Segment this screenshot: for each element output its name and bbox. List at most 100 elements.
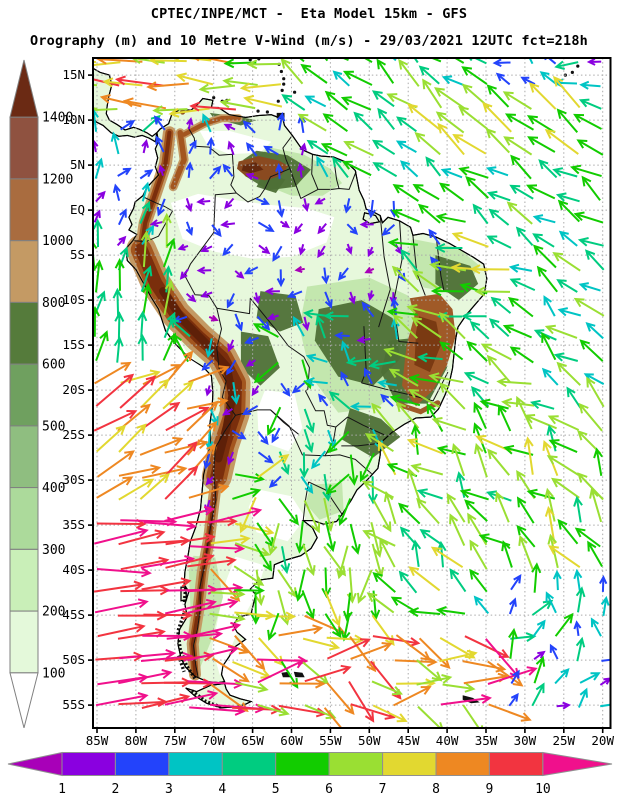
wind-arrow xyxy=(576,139,604,156)
wind-arrow xyxy=(177,243,189,251)
wind-arrow xyxy=(118,669,173,685)
wind-arrow xyxy=(474,286,511,297)
elevation-colorbar: 1400 1200 1000 800 600 500 400 300 200 100 xyxy=(9,59,73,729)
wind-arrow xyxy=(114,258,125,291)
wind-arrow xyxy=(155,135,165,153)
wind-arrow xyxy=(315,314,326,339)
wind-arrow xyxy=(508,627,518,659)
wind-arrow xyxy=(508,263,533,273)
wind-arrow xyxy=(368,359,396,370)
wind-arrow xyxy=(332,156,349,179)
lon-label: 70W xyxy=(202,733,225,748)
wind-arrow xyxy=(118,423,147,453)
elevation-colorbar-segment xyxy=(9,116,39,180)
landmass xyxy=(185,682,253,709)
wind-arrow xyxy=(93,61,121,67)
wind-arrow xyxy=(300,475,314,495)
wind-arrow xyxy=(451,443,466,477)
wind-arrow xyxy=(161,212,172,248)
wind-arrow xyxy=(280,382,291,397)
wind-arrow xyxy=(434,243,463,253)
wind-arrow xyxy=(140,401,181,431)
wind-arrow xyxy=(348,291,356,305)
wind-arrow xyxy=(118,464,162,477)
wind-arrow xyxy=(531,599,554,616)
wind-arrow xyxy=(95,190,106,203)
wind-arrow xyxy=(251,385,260,397)
wind-arrow xyxy=(577,237,604,247)
wind-arrow xyxy=(139,472,171,500)
wind-arrow xyxy=(469,320,490,340)
wind-arrow xyxy=(554,60,579,70)
wind-arrow xyxy=(345,243,353,255)
wind-arrow xyxy=(188,483,230,499)
wind-arrow xyxy=(243,94,283,108)
wind-arrow xyxy=(93,218,103,248)
wind-arrow xyxy=(305,353,328,363)
wind-arrow xyxy=(462,660,507,673)
wind-arrow xyxy=(422,78,443,109)
wind-arrow xyxy=(152,105,188,116)
elevation-arrow-up xyxy=(9,59,39,118)
wind-arrow xyxy=(304,704,337,720)
wind-arrow xyxy=(94,527,149,545)
wind-arrow xyxy=(234,522,275,536)
wind-arrow xyxy=(120,119,136,131)
wind-arrow xyxy=(501,540,513,568)
wind-arrow xyxy=(578,98,602,110)
wind-arrow xyxy=(458,105,489,130)
axis-labels: 15N 10N 5N EQ 5S 10S 15S 20S 25S 30S 35S 40S 45S 50S 5… xyxy=(62,67,614,748)
wind-arrow xyxy=(186,420,218,456)
wind-arrow xyxy=(208,507,263,524)
wind-arrow xyxy=(541,331,557,361)
wind-arrow xyxy=(141,465,188,479)
wind-arrow xyxy=(488,703,532,722)
lat-label: EQ xyxy=(70,202,85,217)
wind-arrow xyxy=(245,172,259,181)
wind-arrow xyxy=(480,343,512,361)
wind-arrow xyxy=(579,80,601,90)
wind-arrow xyxy=(304,664,352,683)
lon-label: 65W xyxy=(241,733,264,748)
wind-arrow xyxy=(94,598,149,614)
wind-arrow xyxy=(211,224,222,238)
wind-arrow xyxy=(325,473,350,495)
island xyxy=(293,671,305,678)
wind-arrow xyxy=(168,317,191,338)
lat-label: 5N xyxy=(70,157,85,172)
wind-arrow xyxy=(164,598,217,615)
country-border xyxy=(324,454,372,475)
wind-arrow xyxy=(185,293,197,303)
wind-arrow xyxy=(256,315,271,331)
lat-label: 10N xyxy=(62,112,85,127)
wind-arrow xyxy=(200,245,213,253)
wind-arrow xyxy=(163,279,175,316)
wind-arrow xyxy=(321,267,330,285)
wind-arrow xyxy=(350,642,393,660)
wind-arrow xyxy=(198,83,236,94)
wind-arrow xyxy=(479,398,509,410)
island-dot xyxy=(280,88,284,92)
wind-arrow xyxy=(395,140,417,153)
wind-arrow xyxy=(367,246,375,258)
wind-arrow xyxy=(529,399,555,410)
country-border xyxy=(378,215,391,328)
wind-arrow xyxy=(362,58,373,63)
wind-arrow xyxy=(143,610,193,621)
wind-arrow xyxy=(255,197,271,206)
wind-arrow xyxy=(383,490,397,525)
wind-arrow xyxy=(502,91,532,110)
wind-arrow xyxy=(407,103,440,130)
wind-arrow xyxy=(408,607,441,618)
elevation-colorbar-label: 300 xyxy=(42,543,65,558)
wind-arrow xyxy=(503,136,533,156)
wind-arrow xyxy=(495,490,510,523)
wind-arrow xyxy=(371,139,396,156)
wind-arrow xyxy=(389,394,421,407)
wind-arrow xyxy=(524,414,557,430)
wind-arrow xyxy=(469,568,488,593)
wind-arrow xyxy=(340,371,349,387)
wind-arrow xyxy=(573,211,604,224)
wind-arrow xyxy=(95,692,149,707)
